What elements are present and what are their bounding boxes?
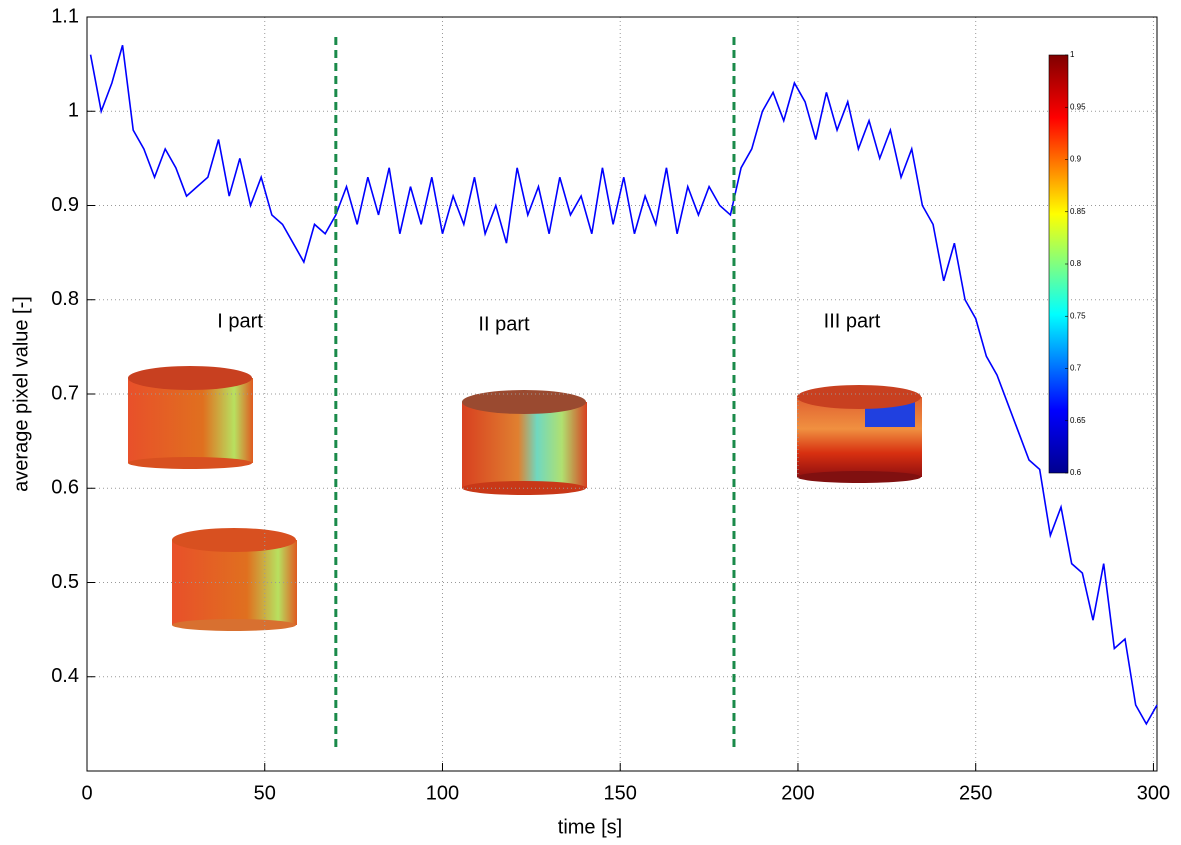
x-tick-label: 0	[81, 782, 92, 804]
colorbar-tick-label: 0.7	[1070, 364, 1082, 373]
cylinder-image	[462, 390, 587, 495]
x-tick-label: 50	[254, 782, 276, 804]
colorbar-tick-label: 0.9	[1070, 155, 1082, 164]
y-tick-label: 0.8	[51, 288, 79, 310]
cylinder-image	[128, 366, 253, 469]
x-tick-label: 100	[426, 782, 459, 804]
colorbar-tick-label: 0.95	[1070, 102, 1086, 111]
colorbar-tick-label: 0.65	[1070, 416, 1086, 425]
cylinder-image	[172, 528, 297, 631]
annotation: I part	[217, 310, 263, 332]
y-tick-label: 0.4	[51, 665, 79, 687]
colorbar-tick-label: 1	[1070, 50, 1075, 59]
x-tick-label: 300	[1137, 782, 1170, 804]
y-tick-label: 0.9	[51, 194, 79, 216]
x-axis-label: time [s]	[558, 816, 622, 838]
colorbar-tick-label: 0.85	[1070, 207, 1086, 216]
annotation: II part	[478, 313, 530, 335]
colorbar-tick-label: 0.8	[1070, 259, 1082, 268]
x-tick-label: 200	[781, 782, 814, 804]
data-line	[89, 45, 1158, 726]
x-tick-label: 250	[959, 782, 992, 804]
colorbar-tick-label: 0.6	[1070, 468, 1082, 477]
y-axis-label: average pixel value [-]	[10, 296, 32, 492]
y-tick-label: 0.5	[51, 571, 79, 593]
annotation: III part	[824, 310, 881, 332]
cylinder-image	[797, 385, 922, 483]
y-tick-label: 1.1	[51, 5, 79, 27]
x-tick-label: 150	[604, 782, 637, 804]
y-tick-label: 0.6	[51, 477, 79, 499]
y-tick-label: 1	[68, 100, 79, 122]
plot-frame	[86, 16, 1158, 772]
colorbar: 0.6 0.65 0.7 0.75 0.8 0.85 0.9 0.95 1	[1048, 50, 1086, 477]
y-tick-label: 0.7	[51, 382, 79, 404]
colorbar-tick-label: 0.75	[1070, 311, 1086, 320]
